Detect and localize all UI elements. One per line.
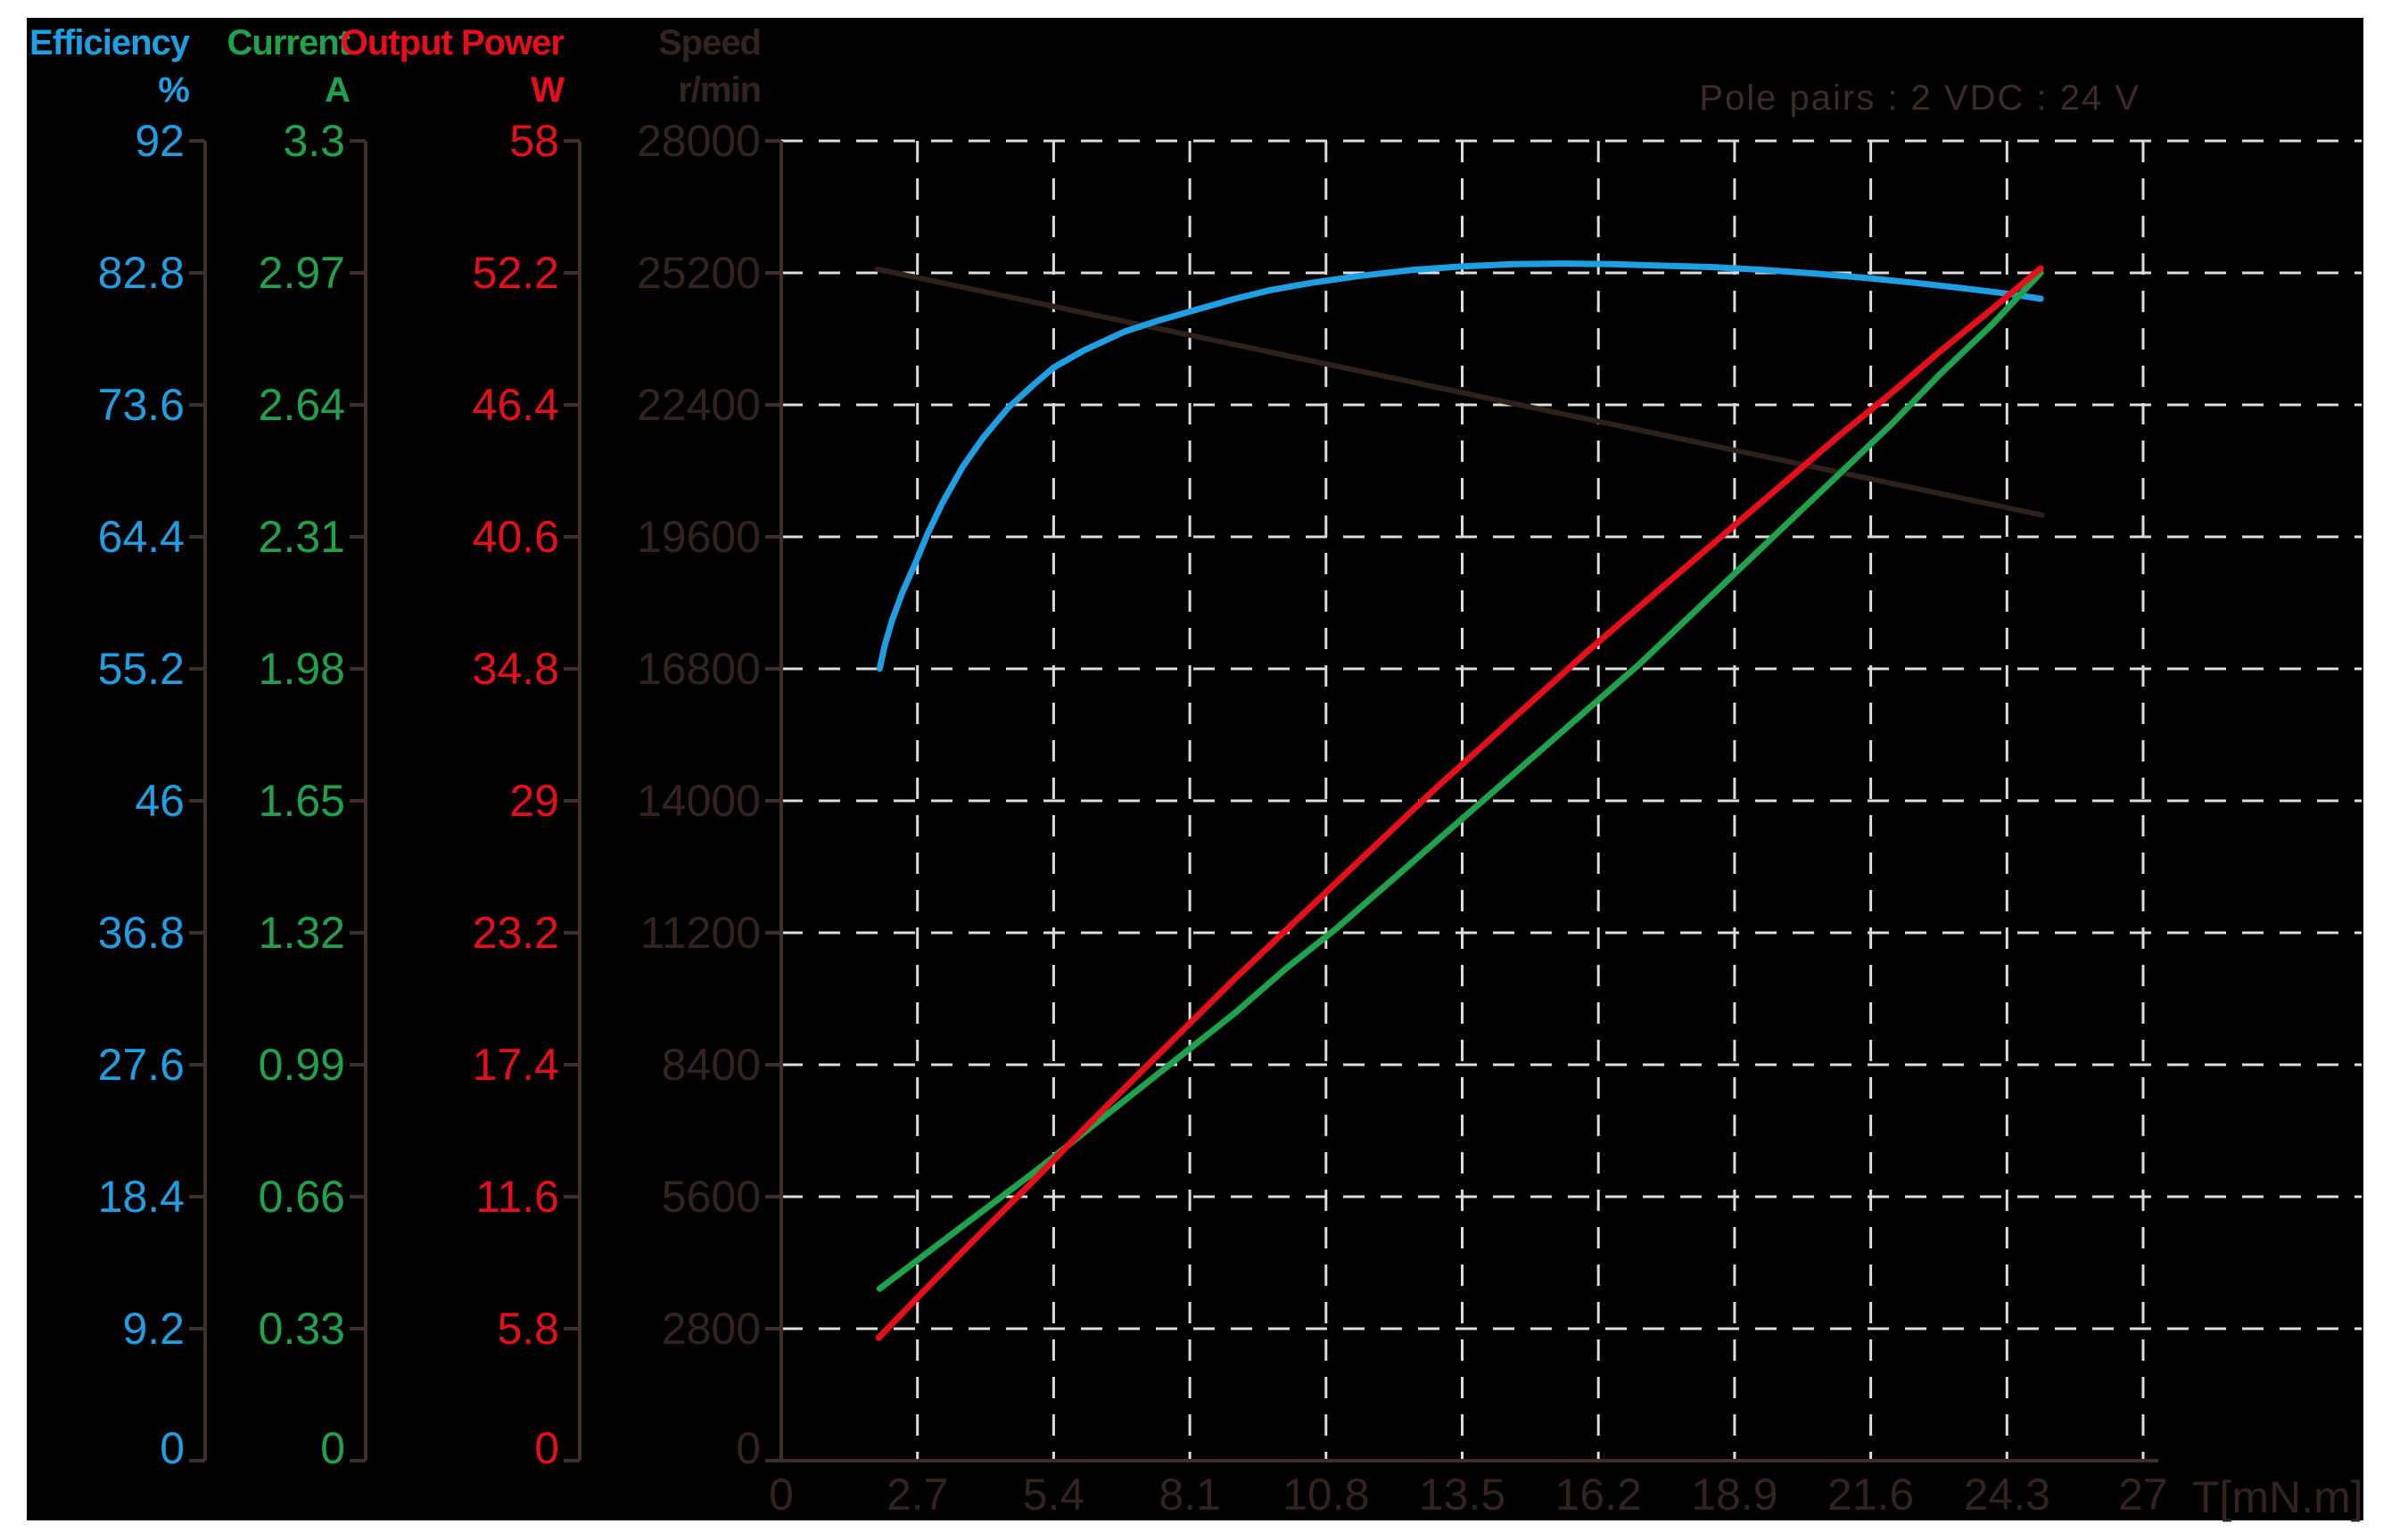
- x-tick-label: 13.5: [1419, 1470, 1505, 1520]
- power-tick-label: 52.2: [473, 248, 559, 298]
- output-power-curve: [875, 265, 2044, 1341]
- power-tick-label: 58: [509, 116, 559, 166]
- axis-unit: r/min: [678, 70, 762, 110]
- axis-title: Speed: [657, 23, 762, 62]
- power-tick-label: 17.4: [473, 1040, 559, 1090]
- speed-tick-label: 5600: [662, 1172, 761, 1222]
- x-tick-label: 16.2: [1555, 1470, 1642, 1520]
- axis-title: Output Power: [340, 23, 565, 62]
- efficiency-tick-label: 82.8: [98, 248, 185, 298]
- axis-header-current: Current A: [227, 20, 350, 114]
- current-tick-label: 1.98: [259, 644, 345, 694]
- efficiency-tick-label: 36.8: [98, 908, 185, 958]
- x-tick-label: 18.9: [1691, 1470, 1777, 1520]
- current-tick-label: 1.32: [259, 908, 345, 958]
- x-tick-label: 24.3: [1964, 1470, 2050, 1520]
- power-tick-label: 34.8: [473, 644, 559, 694]
- current-tick-label: 2.64: [259, 380, 345, 430]
- current-tick-label: 2.31: [259, 512, 345, 562]
- x-tick-label: 8.1: [1159, 1470, 1221, 1520]
- axis-header-output-power: Output Power W: [340, 20, 565, 114]
- x-tick-label: 5.4: [1023, 1470, 1085, 1520]
- axis-header-efficiency: Efficiency %: [29, 20, 190, 114]
- efficiency-tick-label: 0: [160, 1423, 185, 1473]
- speed-tick-label: 0: [736, 1423, 761, 1473]
- x-tick-label: 21.6: [1827, 1470, 1914, 1520]
- axis-title: Efficiency: [29, 23, 190, 62]
- efficiency-tick-label: 9.2: [122, 1304, 185, 1354]
- efficiency-tick-label: 27.6: [98, 1040, 185, 1090]
- current-tick-label: 0: [320, 1423, 345, 1473]
- axis-title: Current: [227, 23, 350, 62]
- efficiency-curve: [876, 260, 2044, 672]
- efficiency-tick-label: 92: [135, 116, 185, 166]
- speed-tick-label: 25200: [637, 248, 761, 298]
- current-tick-label: 0.99: [259, 1040, 345, 1090]
- x-tick-label: 27: [2118, 1470, 2168, 1520]
- current-tick-label: 0.33: [259, 1304, 345, 1354]
- speed-curve: [874, 266, 2045, 518]
- speed-tick-label: 16800: [637, 644, 761, 694]
- efficiency-tick-label: 55.2: [98, 644, 185, 694]
- power-tick-label: 5.8: [497, 1304, 559, 1354]
- pole-pairs-vdc-annotation: Pole pairs : 2 VDC : 24 V: [1699, 78, 2140, 118]
- speed-tick-label: 2800: [662, 1304, 761, 1354]
- power-tick-label: 46.4: [473, 380, 559, 430]
- power-tick-label: 40.6: [473, 512, 559, 562]
- x-tick-label: 10.8: [1282, 1470, 1369, 1520]
- axis-unit: W: [531, 70, 565, 110]
- chart-canvas: [27, 18, 2363, 1520]
- speed-tick-label: 28000: [637, 116, 761, 166]
- speed-tick-label: 14000: [637, 776, 761, 826]
- current-tick-label: 0.66: [259, 1172, 345, 1222]
- power-tick-label: 11.6: [475, 1172, 559, 1222]
- x-tick-label: 0: [769, 1470, 794, 1520]
- efficiency-tick-label: 64.4: [98, 512, 185, 562]
- power-tick-label: 23.2: [473, 908, 559, 958]
- speed-tick-label: 19600: [637, 512, 761, 562]
- axis-unit: A: [325, 70, 350, 110]
- x-tick-label: 2.7: [887, 1470, 949, 1520]
- power-tick-label: 29: [509, 776, 559, 826]
- current-tick-label: 3.3: [283, 116, 345, 166]
- axis-header-speed: Speed r/min: [657, 20, 762, 114]
- axis-unit: %: [158, 70, 190, 110]
- x-axis-unit-label: T[mN.m]: [2192, 1472, 2363, 1522]
- speed-tick-label: 8400: [662, 1040, 761, 1090]
- efficiency-tick-label: 18.4: [98, 1172, 185, 1222]
- power-tick-label: 0: [534, 1423, 559, 1473]
- current-tick-label: 1.65: [259, 776, 345, 826]
- speed-tick-label: 22400: [637, 380, 761, 430]
- speed-tick-label: 11200: [640, 908, 761, 958]
- efficiency-tick-label: 73.6: [98, 380, 185, 430]
- current-tick-label: 2.97: [259, 248, 345, 298]
- efficiency-tick-label: 46: [135, 776, 185, 826]
